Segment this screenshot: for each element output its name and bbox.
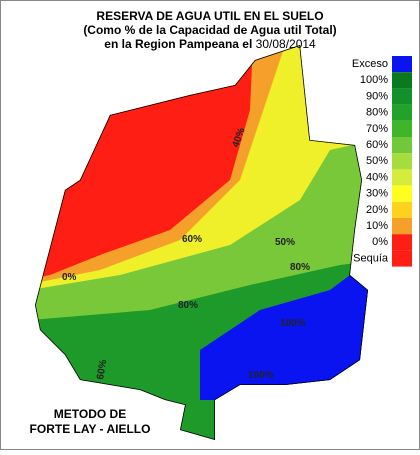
contour-label: 80% [178,300,198,311]
title-line: (Como % de la Capacidad de Agua util Tot… [83,23,336,37]
contour-label: 100% [280,318,306,329]
title-line: en la Region Pampeana el [104,37,252,51]
legend-swatch [392,88,412,105]
title-line: en la Region Pampeana el 30/08/2014 [104,37,316,51]
legend-swatch [392,153,412,170]
legend-label: Sequía [353,252,389,264]
contour-label: 0% [62,272,77,283]
legend-label: 100% [360,74,388,86]
legend-swatch [392,120,412,137]
contour-label: 60% [95,359,109,381]
legend-swatch [392,137,412,154]
zone-blue [200,275,368,400]
legend-swatch [392,218,412,235]
legend-label: 30% [366,188,388,200]
method: METODO DE [54,407,126,421]
legend-swatch [392,185,412,202]
legend-swatch [392,72,412,89]
legend-label: 0% [372,236,388,248]
contour-label: 60% [182,234,202,245]
legend-swatch [392,250,412,267]
legend-label: 70% [366,123,388,135]
legend-swatch [392,104,412,121]
contour-label: 50% [275,237,295,248]
legend-swatch [392,169,412,186]
method: FORTE LAY - AIELLO [30,422,151,436]
title-line: RESERVA DE AGUA UTIL EN EL SUELO [96,9,323,23]
legend-swatch [392,201,412,218]
contour-label: 100% [248,370,274,381]
legend-label: 10% [366,220,388,232]
legend-label: 80% [366,107,388,119]
legend-label: 60% [366,139,388,151]
legend-swatch [392,234,412,251]
date: 30/08/2014 [256,37,316,51]
contour-label: 80% [290,262,310,273]
legend-label: 20% [366,204,388,216]
legend-swatch [392,56,412,73]
legend-label: 40% [366,171,388,183]
legend-label: Exceso [352,58,388,70]
legend-label: 50% [366,155,388,167]
legend: Exceso 100% 90% 80% 70% 60% 50% 40% 30% 20% 10% 0% S… [352,56,412,267]
outline [35,45,368,440]
legend-label: 90% [366,90,388,102]
